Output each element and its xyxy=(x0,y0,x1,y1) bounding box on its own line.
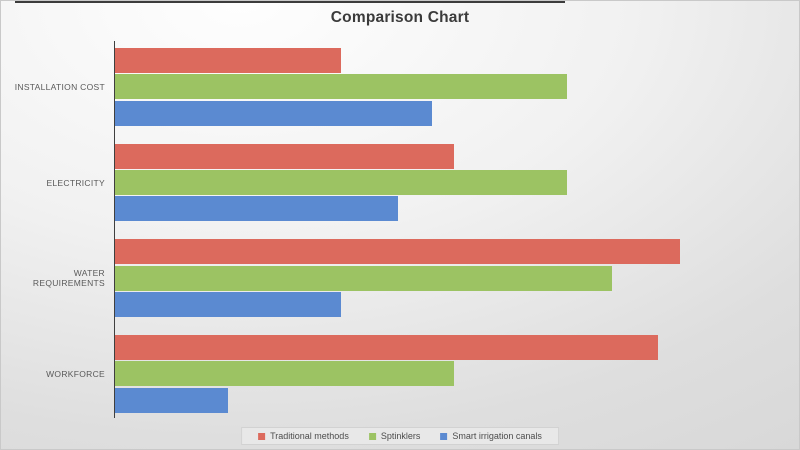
bar-group-water-requirements xyxy=(115,239,782,317)
bar-group-workforce xyxy=(115,335,782,413)
legend-swatch-green-icon xyxy=(368,432,376,440)
bar-traditional-methods xyxy=(115,48,342,73)
bar-smart-irrigation-canals xyxy=(115,387,229,413)
bar-sptinklers xyxy=(115,265,613,291)
bar-traditional-methods xyxy=(115,335,658,361)
bar-smart-irrigation-canals xyxy=(115,100,432,126)
bar-sptinklers xyxy=(115,361,455,387)
bar-smart-irrigation-canals xyxy=(115,196,398,222)
legend-swatch-red-icon xyxy=(258,432,266,440)
bar-group-installation-cost xyxy=(115,48,782,126)
bar-traditional-methods xyxy=(115,239,681,265)
legend: Traditional methods Sptinklers Smart irr… xyxy=(241,427,559,445)
category-label-electricity: ELECTRICITY xyxy=(46,177,105,188)
chart-title: Comparison Chart xyxy=(330,9,470,26)
bar-sptinklers xyxy=(115,74,568,100)
category-label-workforce: WORKFORCE xyxy=(46,369,105,380)
legend-item-traditional-methods: Traditional methods xyxy=(258,431,349,441)
legend-label: Traditional methods xyxy=(270,431,349,441)
legend-swatch-blue-icon xyxy=(440,432,448,440)
bar-traditional-methods xyxy=(115,143,455,169)
category-label-installation-cost: INSTALLATION COST xyxy=(14,82,105,92)
legend-label: Smart irrigation canals xyxy=(452,431,542,441)
bar-group-electricity xyxy=(115,143,782,222)
bar-sptinklers xyxy=(115,169,568,195)
legend-label: Sptinklers xyxy=(380,431,421,441)
plot-area xyxy=(114,41,782,418)
bar-smart-irrigation-canals xyxy=(115,291,342,317)
category-label-water-requirements: WATER REQUIREMENTS xyxy=(32,268,105,289)
legend-item-sptinklers: Sptinklers xyxy=(368,431,421,441)
legend-item-smart-irrigation-canals: Smart irrigation canals xyxy=(440,431,542,441)
top-border-line xyxy=(15,1,565,3)
